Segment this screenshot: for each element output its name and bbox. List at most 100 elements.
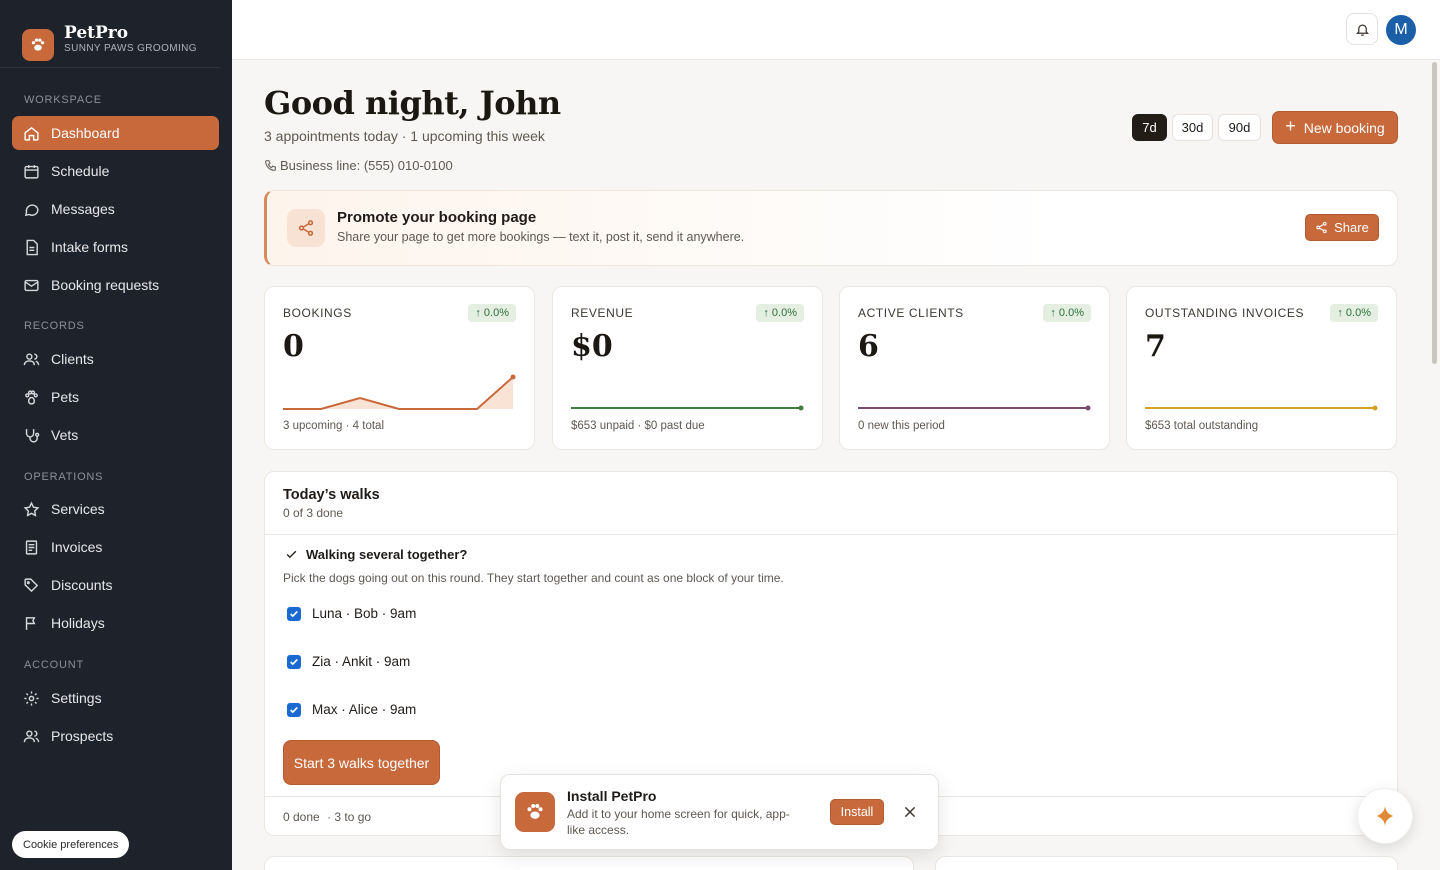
start-walks-button[interactable]: Start 3 walks together	[283, 740, 440, 785]
paw-logo-icon	[22, 28, 54, 61]
sidebar-item-label: Intake forms	[51, 239, 129, 255]
check-icon	[286, 550, 297, 559]
install-button[interactable]: Install	[830, 799, 884, 825]
walks-done-count: 0 done	[283, 810, 320, 824]
dashboard-card	[935, 856, 1398, 870]
nav-section-workspace: WORKSPACE	[24, 94, 102, 106]
group-walk-title: Walking several together?	[306, 547, 468, 562]
business-phone: Business line: (555) 010-0100	[264, 158, 453, 173]
sidebar-item-invoices[interactable]: Invoices	[12, 530, 219, 564]
stat-label: BOOKINGS	[283, 306, 352, 320]
sidebar-item-clients[interactable]: Clients	[12, 342, 219, 376]
stat-value: 0	[283, 329, 304, 364]
range-30d-button[interactable]: 30d	[1172, 114, 1213, 141]
range-90d-button[interactable]: 90d	[1218, 114, 1261, 141]
file-icon	[26, 239, 38, 255]
sidebar-item-messages[interactable]: Messages	[12, 192, 219, 226]
brand-name: PetPro	[64, 22, 129, 43]
sidebar-item-vets[interactable]: Vets	[12, 418, 219, 452]
sidebar-item-discounts[interactable]: Discounts	[12, 568, 219, 602]
calendar-icon	[24, 164, 39, 179]
scrollbar[interactable]	[1430, 60, 1440, 870]
paw-logo-icon	[515, 792, 555, 832]
sidebar-item-prospects[interactable]: Prospects	[12, 719, 219, 753]
phone-icon	[265, 160, 276, 171]
stat-label: OUTSTANDING INVOICES	[1145, 306, 1305, 320]
stat-footnote: 0 new this period	[858, 420, 945, 432]
flag-icon	[25, 616, 36, 630]
sidebar-item-label: Holidays	[51, 615, 105, 631]
page-title: Good night, John	[264, 84, 561, 122]
tag-icon	[24, 577, 39, 592]
promo-description: Share your page to get more bookings — t…	[337, 230, 745, 244]
dog-label: Max · Alice · 9am	[312, 702, 417, 717]
stat-value: 6	[858, 329, 879, 364]
checkbox-checked[interactable]	[287, 702, 301, 717]
toast-description: Add it to your home screen for quick, ap…	[567, 807, 790, 837]
sidebar-item-label: Messages	[51, 201, 115, 217]
receipt-icon	[25, 539, 38, 555]
divider	[265, 534, 1397, 535]
walks-to-go-count: · 3 to go	[327, 810, 372, 824]
appointments-summary: 3 appointments today · 1 upcoming this w…	[264, 128, 545, 144]
business-phone-text: Business line: (555) 010-0100	[280, 158, 453, 173]
home-icon	[24, 126, 39, 141]
close-icon[interactable]	[902, 804, 918, 820]
sidebar-item-label: Services	[51, 501, 105, 517]
trend-badge: ↑ 0.0%	[756, 304, 804, 322]
sidebar-item-dashboard[interactable]: Dashboard	[12, 116, 219, 150]
trend-badge: ↑ 0.0%	[1043, 304, 1091, 322]
scrollbar-thumb[interactable]	[1432, 62, 1437, 364]
walks-progress: 0 of 3 done	[283, 506, 344, 520]
sidebar-item-settings[interactable]: Settings	[12, 681, 219, 715]
topbar: M	[232, 0, 1440, 60]
users-icon	[23, 352, 40, 365]
notifications-button[interactable]	[1346, 13, 1378, 45]
brand[interactable]: PetPro SUNNY PAWS GROOMING	[0, 0, 220, 68]
sidebar-item-label: Discounts	[51, 577, 113, 593]
checkbox-checked[interactable]	[287, 606, 301, 621]
stethoscope-icon	[25, 428, 40, 443]
share-label: Share	[1334, 220, 1369, 235]
bell-icon	[1355, 24, 1369, 36]
stat-card-bookings[interactable]: BOOKINGS ↑ 0.0% 0 3 upcoming · 4 total	[264, 286, 535, 450]
trend-badge: ↑ 0.0%	[1330, 304, 1378, 322]
assistant-button[interactable]	[1357, 788, 1413, 844]
dog-checkbox-row[interactable]: Max · Alice · 9am	[287, 702, 416, 717]
nav-section-account: ACCOUNT	[24, 659, 84, 671]
nav-section-records: RECORDS	[24, 320, 85, 332]
trend-badge: ↑ 0.0%	[468, 304, 516, 322]
checkbox-checked[interactable]	[287, 654, 301, 669]
cookie-preferences-button[interactable]: Cookie preferences	[12, 831, 130, 858]
share-button[interactable]: Share	[1305, 214, 1379, 241]
sidebar-item-pets[interactable]: Pets	[12, 380, 219, 414]
sidebar-item-label: Booking requests	[51, 277, 160, 293]
sparkline-active-clients	[858, 405, 1091, 411]
sidebar-item-holidays[interactable]: Holidays	[12, 606, 219, 640]
stat-card-revenue[interactable]: REVENUE ↑ 0.0% $0 $653 unpaid · $0 past …	[552, 286, 823, 450]
new-booking-button[interactable]: + New booking	[1272, 111, 1398, 144]
stat-card-outstanding-invoices[interactable]: OUTSTANDING INVOICES ↑ 0.0% 7 $653 total…	[1126, 286, 1397, 450]
range-7d-button[interactable]: 7d	[1132, 114, 1167, 141]
dog-checkbox-row[interactable]: Zia · Ankit · 9am	[287, 654, 410, 669]
sidebar-item-schedule[interactable]: Schedule	[12, 154, 219, 188]
sidebar-item-services[interactable]: Services	[12, 492, 219, 526]
stat-footnote: $653 total outstanding	[1145, 420, 1259, 432]
mail-icon	[24, 279, 39, 291]
paw-icon	[25, 389, 38, 405]
dog-label: Luna · Bob · 9am	[312, 606, 417, 621]
stat-card-active-clients[interactable]: ACTIVE CLIENTS ↑ 0.0% 6 0 new this perio…	[839, 286, 1110, 450]
sidebar-item-booking-requests[interactable]: Booking requests	[12, 268, 219, 302]
group-walk-heading[interactable]: Walking several together?	[285, 547, 467, 562]
share-icon	[1316, 221, 1327, 234]
gear-icon	[24, 690, 39, 706]
sidebar-item-label: Invoices	[51, 539, 103, 555]
walks-title: Today’s walks	[283, 487, 380, 503]
sidebar-item-label: Prospects	[51, 728, 114, 744]
sidebar-item-intake-forms[interactable]: Intake forms	[12, 230, 219, 264]
sidebar-item-label: Pets	[51, 389, 80, 405]
dog-checkbox-row[interactable]: Luna · Bob · 9am	[287, 606, 416, 621]
sidebar-item-label: Dashboard	[51, 125, 120, 141]
star-icon	[23, 500, 40, 517]
avatar[interactable]: M	[1386, 15, 1416, 45]
